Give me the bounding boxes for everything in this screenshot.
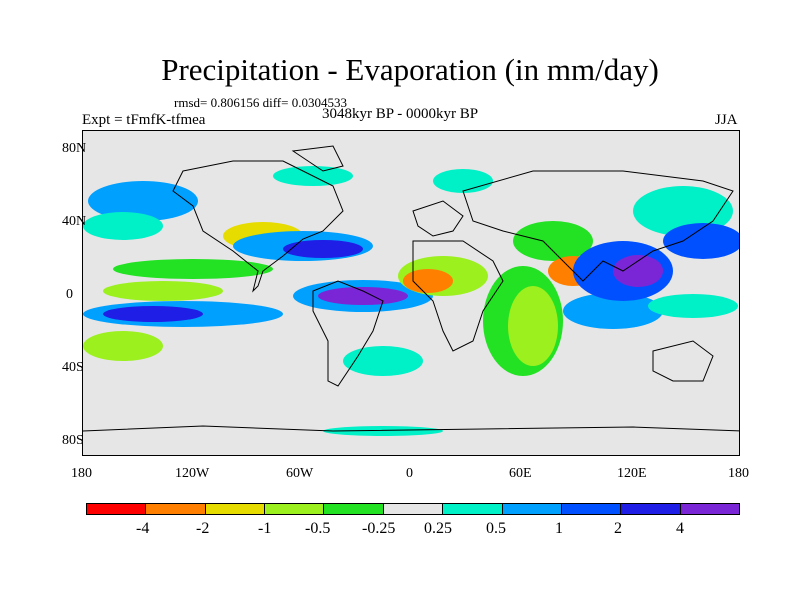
lon-tick-180w: 180 (71, 466, 92, 481)
colorbar-label: 0.5 (486, 520, 506, 537)
colorbar-swatch (87, 504, 147, 514)
lat-tick-40n: 40N (62, 214, 87, 229)
lon-tick-180e: 180 (728, 466, 749, 481)
colorbar-label: 2 (614, 520, 622, 537)
colorbar-label: -0.5 (305, 520, 331, 537)
lat-tick-0: 0 (66, 287, 73, 302)
lon-tick-120w: 120W (175, 466, 210, 481)
coastlines (83, 145, 739, 432)
colorbar-label: 4 (676, 520, 684, 537)
lat-tick-40s: 40S (62, 360, 84, 375)
anomaly-shading (83, 166, 739, 436)
colorbar-label: -2 (196, 520, 210, 537)
colorbar-swatch (205, 504, 266, 514)
lon-tick-60w: 60W (286, 466, 314, 481)
colorbar-label: -4 (136, 520, 150, 537)
lon-tick-0: 0 (406, 466, 413, 481)
lat-tick-80s: 80S (62, 433, 84, 448)
plot-title: Precipitation - Evaporation (in mm/day) (161, 52, 659, 87)
colorbar-swatch (680, 504, 739, 514)
lon-tick-60e: 60E (509, 466, 532, 481)
period-subtitle: 3048kyr BP - 0000kyr BP (322, 106, 479, 122)
map-panel (82, 130, 740, 456)
colorbar-swatch (324, 504, 384, 514)
colorbar-label: 0.25 (424, 520, 452, 537)
precip-evap-map (83, 145, 739, 436)
lat-tick-80n: 80N (62, 141, 87, 156)
colorbar-label: 1 (555, 520, 563, 537)
colorbar-swatch (621, 504, 681, 514)
stats-label: rmsd= 0.806156 diff= 0.0304533 (174, 95, 347, 110)
colorbar-label: -0.25 (362, 520, 396, 537)
colorbar-swatch (443, 504, 503, 514)
season-label: JJA (715, 112, 738, 128)
colorbar-swatch (383, 504, 444, 514)
experiment-label: Expt = tFmfK-tfmea (82, 112, 206, 128)
colorbar-swatch (265, 504, 325, 514)
colorbar-swatch (561, 504, 622, 514)
colorbar-swatch (502, 504, 562, 514)
colorbar-swatch (146, 504, 206, 514)
lon-tick-120e: 120E (617, 466, 647, 481)
colorbar (86, 503, 740, 515)
colorbar-label: -1 (258, 520, 272, 537)
